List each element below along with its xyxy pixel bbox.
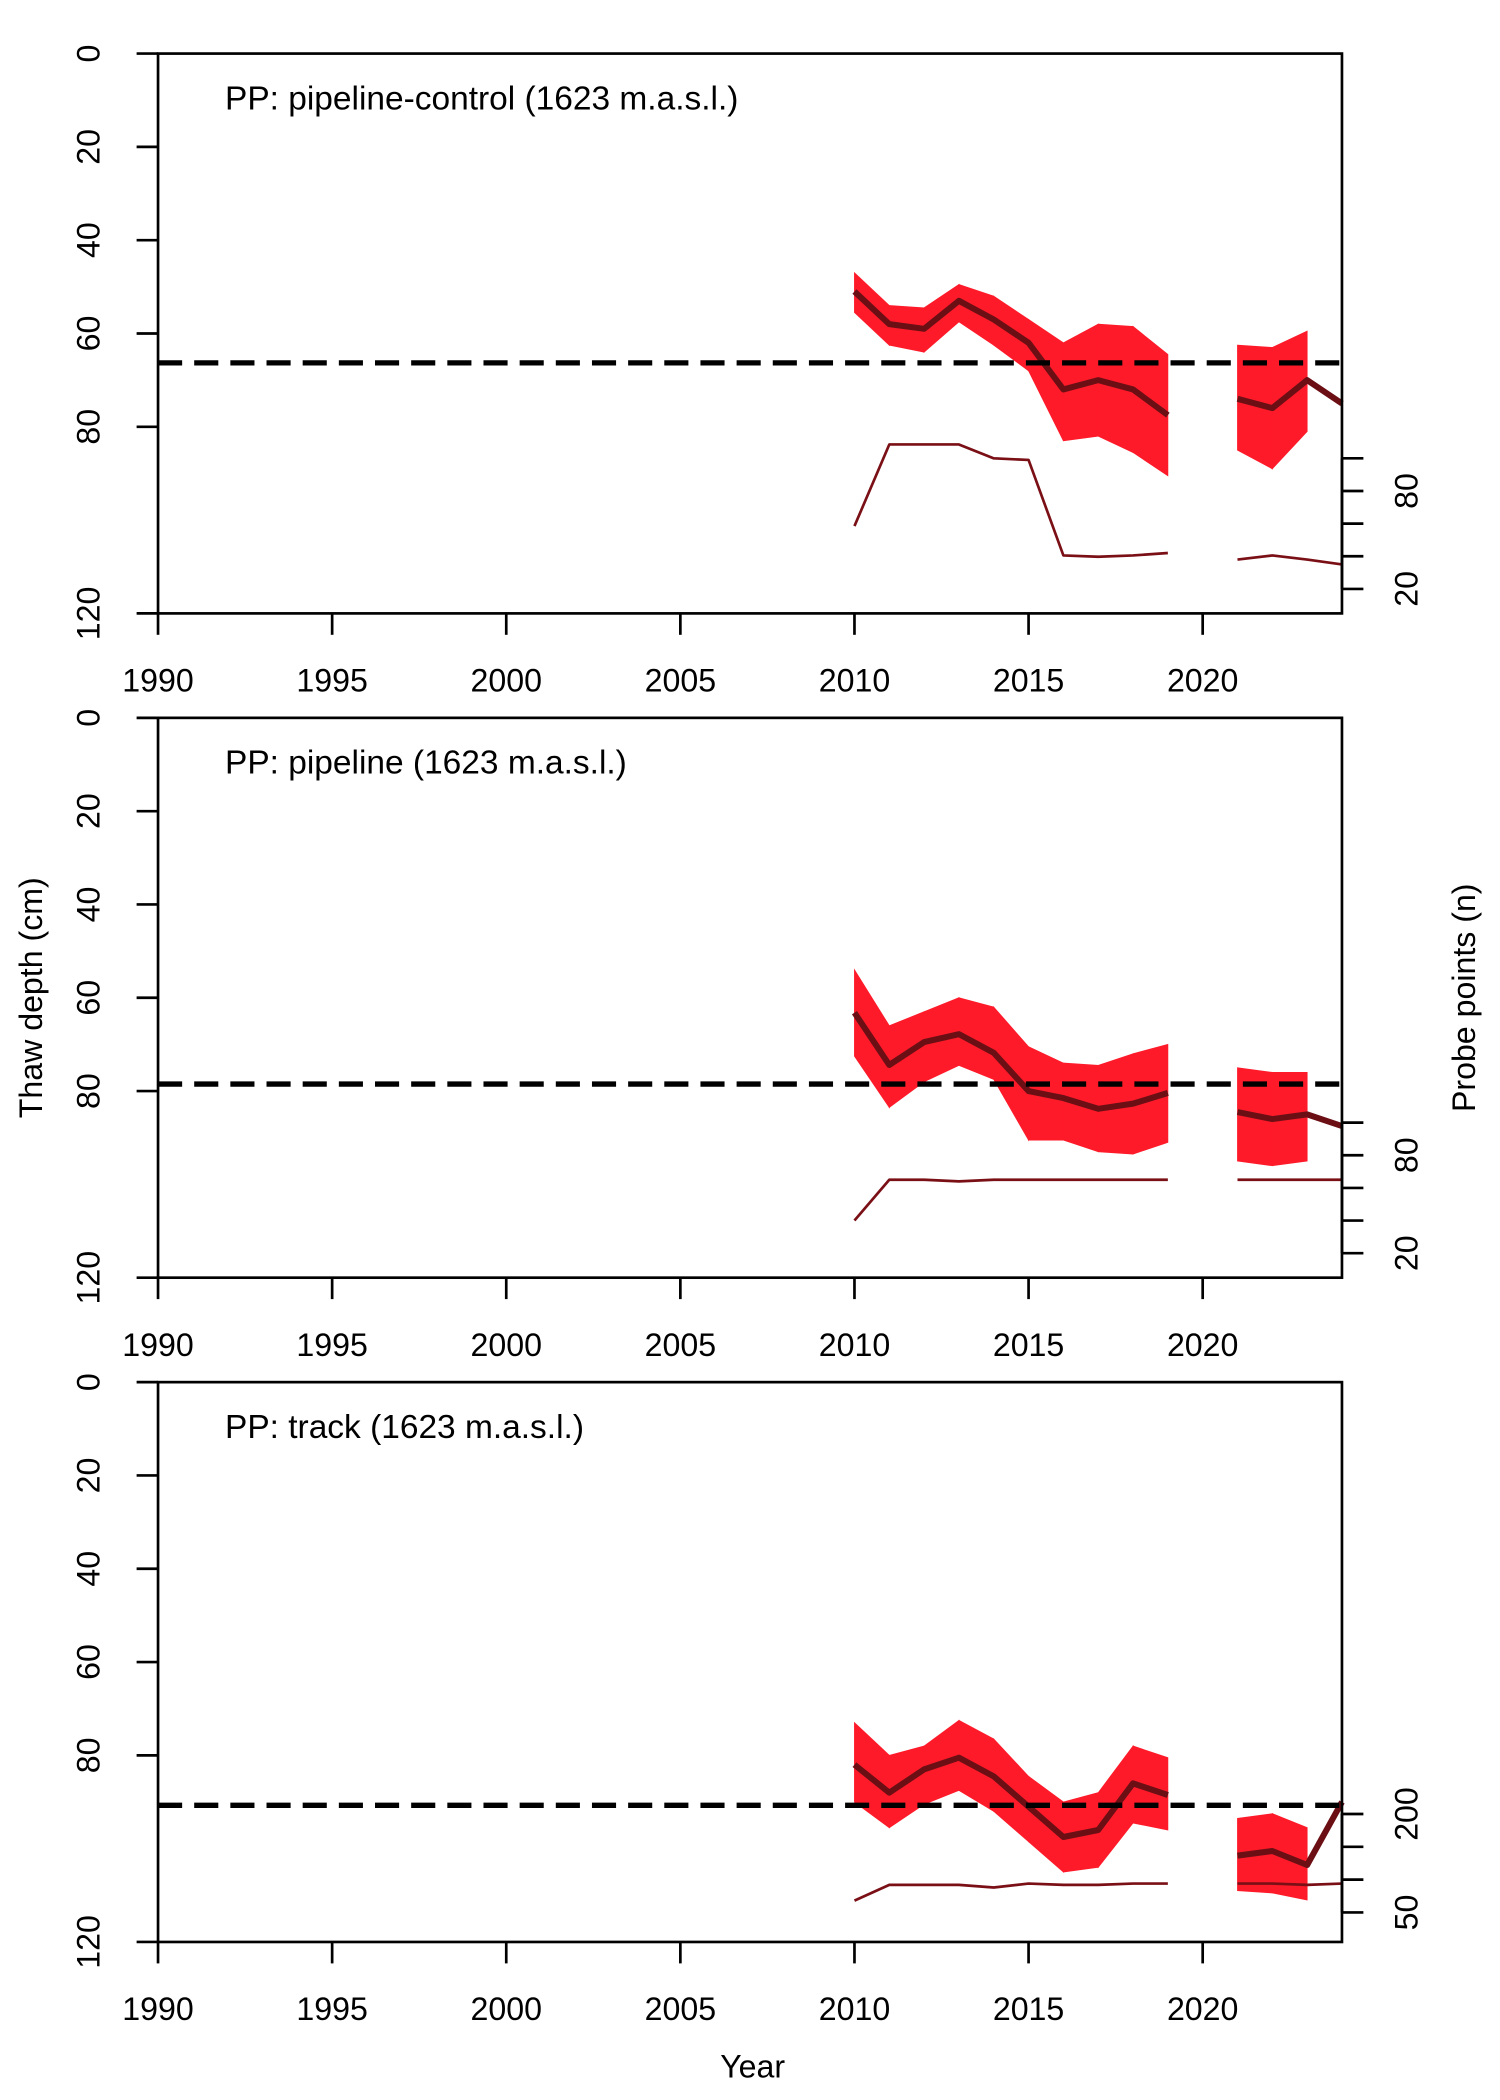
y2-tick-label: 80	[1388, 473, 1424, 509]
x-tick-label: 2010	[819, 663, 890, 699]
x-tick-label: 2010	[819, 1327, 890, 1363]
x-tick-label: 2020	[1167, 1327, 1238, 1363]
y-tick-label: 20	[71, 793, 107, 829]
y-tick-label: 0	[71, 1373, 107, 1391]
plot-frame	[156, 1380, 1344, 1944]
x-tick-label: 2005	[645, 1327, 716, 1363]
y2-tick-label: 50	[1388, 1895, 1424, 1931]
y2-tick-label: 20	[1388, 571, 1424, 607]
probe-line	[1237, 1882, 1343, 1887]
x-tick-label: 2020	[1167, 663, 1238, 699]
y-tick-label: 60	[71, 316, 107, 352]
x-tick-label: 2000	[471, 663, 542, 699]
y-tick-label: 80	[71, 1737, 107, 1773]
panel-title: PP: pipeline-control (1623 m.a.s.l.)	[225, 80, 738, 117]
x-tick-label: 2010	[819, 1991, 890, 2027]
y-tick-label: 20	[71, 129, 107, 165]
y-tick-label: 40	[71, 887, 107, 923]
plot-frame	[156, 52, 1344, 615]
probe-line	[853, 1882, 1168, 1902]
x-tick-label: 1990	[122, 1991, 193, 2027]
x-tick-label: 2020	[1167, 1991, 1238, 2027]
y2-tick-label: 80	[1388, 1137, 1424, 1173]
x-tick-label: 1995	[296, 1991, 367, 2027]
y-tick-label: 60	[71, 980, 107, 1016]
probe-line	[1237, 554, 1343, 566]
probe-line	[853, 443, 1168, 559]
x-tick-label: 1995	[296, 1327, 367, 1363]
mean-line	[1236, 377, 1344, 412]
plot-frame	[156, 716, 1344, 1280]
mean-line	[1236, 1109, 1343, 1129]
y-tick-label: 0	[71, 45, 107, 63]
y2-tick-label: 200	[1388, 1787, 1424, 1841]
y-tick-label: 20	[71, 1458, 107, 1494]
x-tick-label: 1995	[296, 663, 367, 699]
x-tick-label: 2005	[645, 1991, 716, 2027]
probe-line	[853, 1178, 1168, 1222]
y-tick-label: 40	[71, 1551, 107, 1587]
panel-title: PP: track (1623 m.a.s.l.)	[225, 1409, 584, 1446]
y-axis-label: Thaw depth (cm)	[13, 877, 49, 1118]
x-tick-label: 1990	[122, 663, 193, 699]
y-tick-label: 120	[71, 587, 107, 641]
x-tick-label: 1990	[122, 1327, 193, 1363]
y-tick-label: 80	[71, 409, 107, 445]
x-tick-label: 2015	[993, 1327, 1064, 1363]
x-tick-label: 2015	[993, 1991, 1064, 2027]
y-tick-label: 80	[71, 1073, 107, 1109]
mean-line	[851, 1011, 1169, 1112]
y-tick-label: 0	[71, 709, 107, 727]
y-tick-label: 40	[71, 222, 107, 258]
range-band	[1271, 330, 1308, 470]
y2-tick-label: 20	[1388, 1235, 1424, 1271]
x-tick-label: 2005	[645, 663, 716, 699]
y-tick-label: 120	[71, 1251, 107, 1305]
y2-axis-label: Probe points (n)	[1446, 883, 1482, 1112]
mean-line	[852, 289, 1170, 418]
panel-title: PP: pipeline (1623 m.a.s.l.)	[225, 745, 627, 782]
y-tick-label: 120	[71, 1915, 107, 1969]
x-tick-label: 2000	[471, 1327, 542, 1363]
x-axis-label: Year	[720, 2049, 785, 2085]
x-tick-label: 2015	[993, 663, 1064, 699]
mean-line	[1237, 1800, 1345, 1869]
x-tick-label: 2000	[471, 1991, 542, 2027]
y-tick-label: 60	[71, 1644, 107, 1680]
